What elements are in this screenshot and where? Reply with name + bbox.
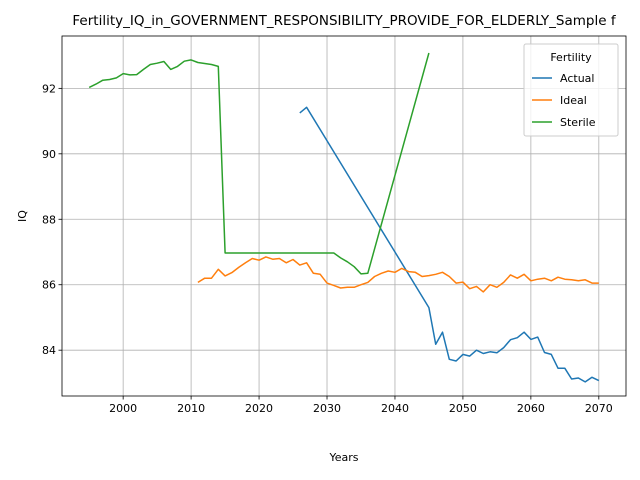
x-tick-label: 2020 (245, 402, 273, 415)
axis-ticks: 2000 2010 2020 2030 2040 2050 2060 2070 84 86 88 90… (42, 82, 613, 415)
x-tick-label: 2060 (517, 402, 545, 415)
y-tick-label: 90 (42, 148, 56, 161)
series-line-ideal (197, 256, 599, 293)
y-tick-label: 86 (42, 279, 56, 292)
series-lines (88, 52, 600, 383)
legend-label-sterile: Sterile (560, 116, 596, 129)
series-line-sterile (88, 52, 430, 275)
legend-label-actual: Actual (560, 72, 594, 85)
legend-label-ideal: Ideal (560, 94, 587, 107)
y-tick-label: 92 (42, 82, 56, 95)
x-tick-label: 2030 (313, 402, 341, 415)
legend-box (523, 43, 619, 137)
plot-area (61, 35, 627, 397)
series-line-actual (299, 106, 600, 383)
x-tick-label: 2050 (449, 402, 477, 415)
legend-items: Actual Ideal Sterile (532, 72, 596, 129)
chart-title: Fertility_IQ_in_GOVERNMENT_RESPONSIBILIT… (72, 13, 616, 29)
x-axis-label: Years (328, 451, 358, 464)
legend: Fertility Actual Ideal Sterile (523, 43, 619, 137)
x-tick-label: 2000 (109, 402, 137, 415)
y-tick-label: 84 (42, 344, 56, 357)
x-tick-label: 2010 (177, 402, 205, 415)
x-tick-label: 2040 (381, 402, 409, 415)
legend-title: Fertility (550, 51, 592, 64)
x-tick-label: 2070 (585, 402, 613, 415)
y-axis-label: IQ (16, 210, 29, 222)
y-tick-label: 88 (42, 213, 56, 226)
